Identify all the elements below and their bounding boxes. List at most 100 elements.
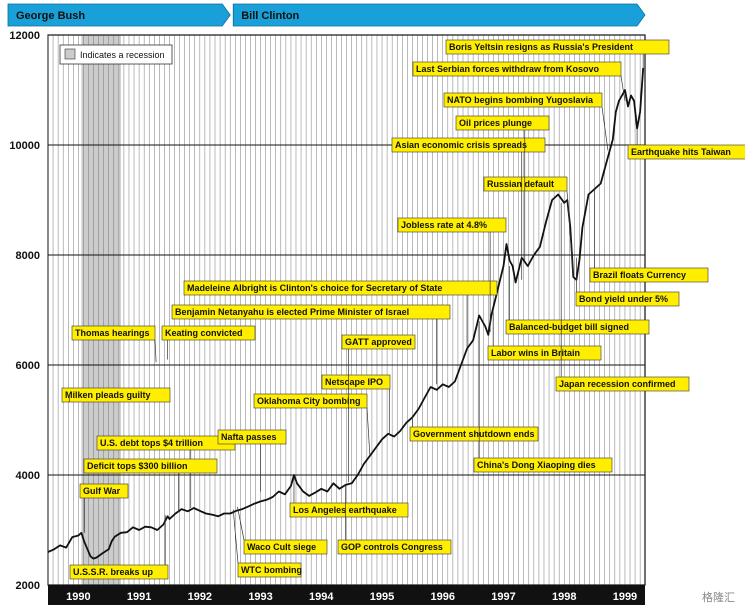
annotation-17: Government shutdown ends — [409, 415, 539, 442]
x-tick-label-1995: 1995 — [370, 591, 394, 603]
annotation-box — [217, 429, 287, 445]
annotation-label: Labor wins in Britain — [491, 348, 580, 358]
x-tick-label-1998: 1998 — [552, 591, 576, 603]
annotation-20: Labor wins in Britain — [487, 312, 602, 361]
annotation-pointer — [154, 339, 157, 363]
president-bar-1 — [232, 3, 646, 27]
x-tick-label-1994: 1994 — [309, 591, 334, 603]
annotation-1: Gulf War — [79, 483, 129, 533]
annotation-24: NATO begins bombing Yugoslavia — [443, 92, 609, 151]
annotation-18: China's Dong Xiaoping dies — [473, 321, 613, 473]
y-tick-label-12000: 12000 — [9, 30, 40, 42]
dow-series-line — [47, 67, 645, 560]
annotation-label: Los Angeles earthquake — [293, 505, 397, 515]
annotation-box — [412, 61, 622, 77]
annotation-4: Keating convicted — [161, 325, 256, 360]
annotation-14: GATT approved — [341, 334, 416, 483]
y-axis-labels: 2000 4000 6000 8000 10000 12000 — [9, 30, 40, 592]
annotation-label: NATO begins bombing Yugoslavia — [447, 95, 594, 105]
y-tick-label-6000: 6000 — [16, 360, 40, 372]
y-tick-label-8000: 8000 — [16, 250, 40, 262]
annotation-box — [589, 267, 709, 283]
annotation-6: Deficit tops $300 billion — [83, 458, 218, 512]
annotation-label: Government shutdown ends — [413, 429, 535, 439]
annotation-box — [243, 539, 328, 555]
annotation-box — [409, 426, 539, 442]
annotation-box — [483, 176, 568, 192]
annotation-30: Balanced-budget bill signed — [505, 266, 650, 335]
annotation-label: Russian default — [487, 179, 554, 189]
annotation-label: Benjamin Netanyahu is elected Prime Mini… — [175, 307, 409, 317]
annotation-10: WTC bombing — [232, 509, 302, 578]
annotation-box — [69, 564, 169, 580]
annotation-label: Milken pleads guilty — [65, 390, 151, 400]
recession-legend: Indicates a recession — [59, 44, 173, 65]
annotation-label: U.S. debt tops $4 trillion — [100, 438, 203, 448]
annotation-pointer — [566, 190, 574, 278]
annotation-29: Bond yield under 5% — [575, 257, 680, 307]
annotation-label: Japan recession confirmed — [559, 379, 676, 389]
annotation-19: Jobless rate at 4.8% — [397, 217, 507, 332]
x-tick-label-1990: 1990 — [66, 591, 90, 603]
annotation-box — [445, 39, 670, 55]
president-label-0: George Bush — [16, 10, 85, 22]
annotation-pointer — [232, 509, 239, 564]
annotation-box — [321, 374, 391, 390]
recession-shading — [81, 35, 121, 585]
annotation-8: Oklahoma City bombing — [253, 393, 371, 456]
annotation-box — [237, 562, 302, 578]
x-tick-label-1997: 1997 — [491, 591, 515, 603]
annotation-label: GATT approved — [345, 337, 412, 347]
annotation-label: Oklahoma City bombing — [257, 396, 361, 406]
annotation-label: GOP controls Congress — [341, 542, 443, 552]
annotation-label: Last Serbian forces withdraw from Kosovo — [416, 64, 600, 74]
annotation-box — [161, 325, 256, 341]
event-annotations: Milken pleads guilty Gulf War U.S.S.R. bre… — [61, 39, 745, 580]
y-tick-label-2000: 2000 — [16, 580, 40, 592]
annotation-label: Bond yield under 5% — [579, 294, 668, 304]
annotation-25: Last Serbian forces withdraw from Kosovo — [412, 61, 626, 102]
annotation-box — [253, 393, 368, 409]
annotation-21: Russian default — [483, 176, 574, 278]
annotation-label: Asian economic crisis spreads — [395, 140, 527, 150]
annotation-label: Netscape IPO — [325, 377, 383, 387]
annotation-box — [487, 345, 602, 361]
recession-legend-label: Indicates a recession — [80, 50, 165, 60]
president-label-1: Bill Clinton — [241, 10, 299, 22]
watermark: 格隆汇 — [702, 590, 735, 604]
annotation-label: U.S.S.R. breaks up — [73, 567, 154, 577]
annotation-9: Waco Cult siege — [237, 506, 328, 555]
annotation-22: Asian economic crisis spreads — [391, 137, 546, 280]
recession-legend-swatch — [64, 48, 76, 60]
x-tick-label-1992: 1992 — [188, 591, 212, 603]
x-tick-label-1996: 1996 — [431, 591, 455, 603]
annotation-23: Oil prices plunge — [455, 115, 550, 261]
annotation-label: Deficit tops $300 billion — [87, 461, 188, 471]
x-axis: 1990 1991 1992 1993 1994 1995 1996 1997 1998 1999 — [48, 585, 645, 605]
annotation-label: Keating convicted — [165, 328, 243, 338]
x-tick-label-1999: 1999 — [613, 591, 637, 603]
annotation-box — [455, 115, 550, 131]
annotation-box — [71, 325, 156, 341]
x-tick-label-1993: 1993 — [248, 591, 272, 603]
annotation-31: Japan recession confirmed — [555, 202, 690, 392]
annotation-pointer — [601, 106, 609, 151]
annotation-box — [83, 458, 218, 474]
annotation-3: Thomas hearings — [71, 325, 157, 363]
presidents-bar: George Bush Bill Clinton — [7, 3, 646, 27]
annotation-label: Thomas hearings — [75, 328, 150, 338]
annotation-pointer — [366, 407, 371, 456]
x-tick-label-1991: 1991 — [127, 591, 151, 603]
annotation-box — [627, 144, 745, 160]
annotation-label: Oil prices plunge — [459, 118, 532, 128]
annotation-12: GOP controls Congress — [337, 484, 452, 555]
annotation-2: U.S.S.R. breaks up — [69, 515, 169, 580]
annotation-7: Nafta passes — [217, 429, 287, 492]
annotation-label: Boris Yeltsin resigns as Russia's Presid… — [449, 42, 633, 52]
annotation-box — [61, 387, 171, 403]
annotation-27: Earthquake hits Taiwan — [627, 128, 745, 160]
recession-band — [81, 35, 121, 585]
annotation-label: Waco Cult siege — [247, 542, 316, 552]
annotation-label: WTC bombing — [241, 565, 302, 575]
